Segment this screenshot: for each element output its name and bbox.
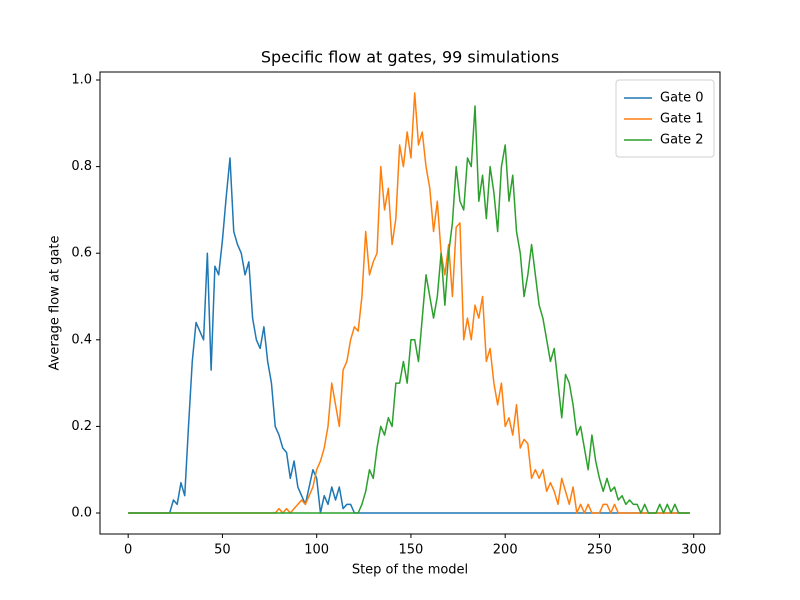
x-tick-label: 250 xyxy=(587,543,612,558)
x-tick-label: 150 xyxy=(399,543,424,558)
y-tick-label: 0.4 xyxy=(71,332,92,347)
plot-frame xyxy=(99,71,721,535)
legend-box xyxy=(615,79,715,158)
legend-label: Gate 0 xyxy=(660,91,704,106)
y-tick-label: 0.8 xyxy=(71,159,92,174)
y-tick-label: 1.0 xyxy=(71,73,92,88)
chart-title: Specific flow at gates, 99 simulations xyxy=(261,48,559,67)
y-tick-label: 0.2 xyxy=(71,419,92,434)
y-tick-label: 0.6 xyxy=(71,246,92,261)
y-tick-label: 0.0 xyxy=(71,506,92,521)
x-tick-label: 50 xyxy=(214,543,231,558)
x-tick-label: 100 xyxy=(304,543,329,558)
legend-label: Gate 1 xyxy=(660,112,704,127)
line-series xyxy=(128,105,690,514)
x-tick-label: 300 xyxy=(681,543,706,558)
x-tick-label: 0 xyxy=(124,543,132,558)
legend-label: Gate 2 xyxy=(660,133,704,148)
y-axis-label: Average flow at gate xyxy=(48,236,63,371)
x-axis-label: Step of the model xyxy=(352,563,468,578)
x-tick-label: 200 xyxy=(493,543,518,558)
